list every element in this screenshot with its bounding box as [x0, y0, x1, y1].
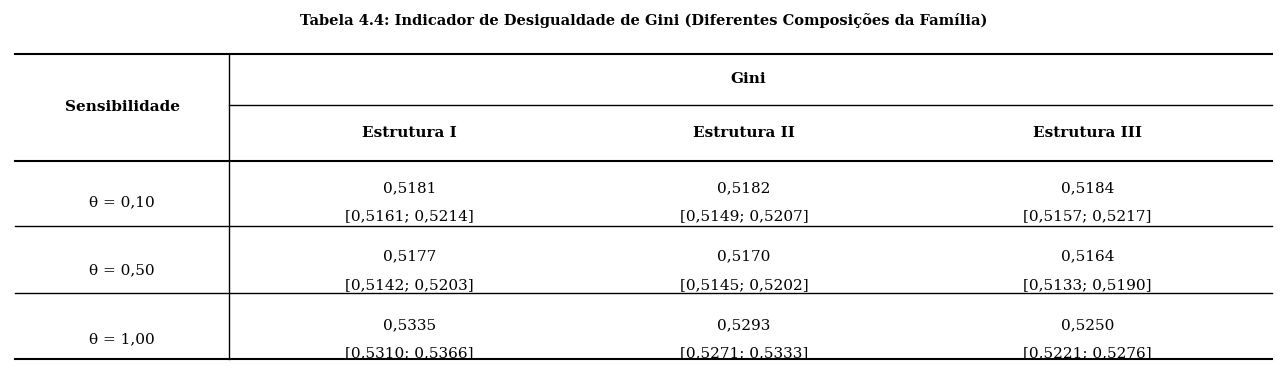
Text: [0,5142; 0,5203]: [0,5142; 0,5203] [345, 278, 474, 292]
Text: [0,5221; 0,5276]: [0,5221; 0,5276] [1023, 346, 1152, 360]
Text: 0,5184: 0,5184 [1060, 181, 1115, 195]
Text: 0,5164: 0,5164 [1060, 249, 1115, 263]
Text: 0,5177: 0,5177 [382, 249, 436, 263]
Text: Estrutura I: Estrutura I [362, 126, 457, 140]
Text: [0,5157; 0,5217]: [0,5157; 0,5217] [1023, 209, 1152, 223]
Text: Sensibilidade: Sensibilidade [64, 100, 180, 114]
Text: [0,5310; 0,5366]: [0,5310; 0,5366] [345, 346, 474, 360]
Text: θ = 1,00: θ = 1,00 [89, 332, 156, 346]
Text: 0,5293: 0,5293 [717, 318, 771, 332]
Text: θ = 0,50: θ = 0,50 [90, 264, 154, 277]
Text: Gini: Gini [731, 72, 766, 86]
Text: 0,5170: 0,5170 [717, 249, 771, 263]
Text: [0,5145; 0,5202]: [0,5145; 0,5202] [680, 278, 808, 292]
Text: 0,5335: 0,5335 [382, 318, 436, 332]
Text: 0,5181: 0,5181 [382, 181, 436, 195]
Text: [0,5149; 0,5207]: [0,5149; 0,5207] [680, 209, 808, 223]
Text: [0,5161; 0,5214]: [0,5161; 0,5214] [345, 209, 474, 223]
Text: 0,5182: 0,5182 [717, 181, 771, 195]
Text: Estrutura II: Estrutura II [692, 126, 795, 140]
Text: [0,5133; 0,5190]: [0,5133; 0,5190] [1023, 278, 1152, 292]
Text: Estrutura III: Estrutura III [1033, 126, 1142, 140]
Text: 0,5250: 0,5250 [1060, 318, 1115, 332]
Text: [0,5271; 0,5333]: [0,5271; 0,5333] [680, 346, 808, 360]
Text: Tabela 4.4: Indicador de Desigualdade de Gini (Diferentes Composições da Família: Tabela 4.4: Indicador de Desigualdade de… [300, 13, 987, 28]
Text: θ = 0,10: θ = 0,10 [89, 195, 156, 209]
